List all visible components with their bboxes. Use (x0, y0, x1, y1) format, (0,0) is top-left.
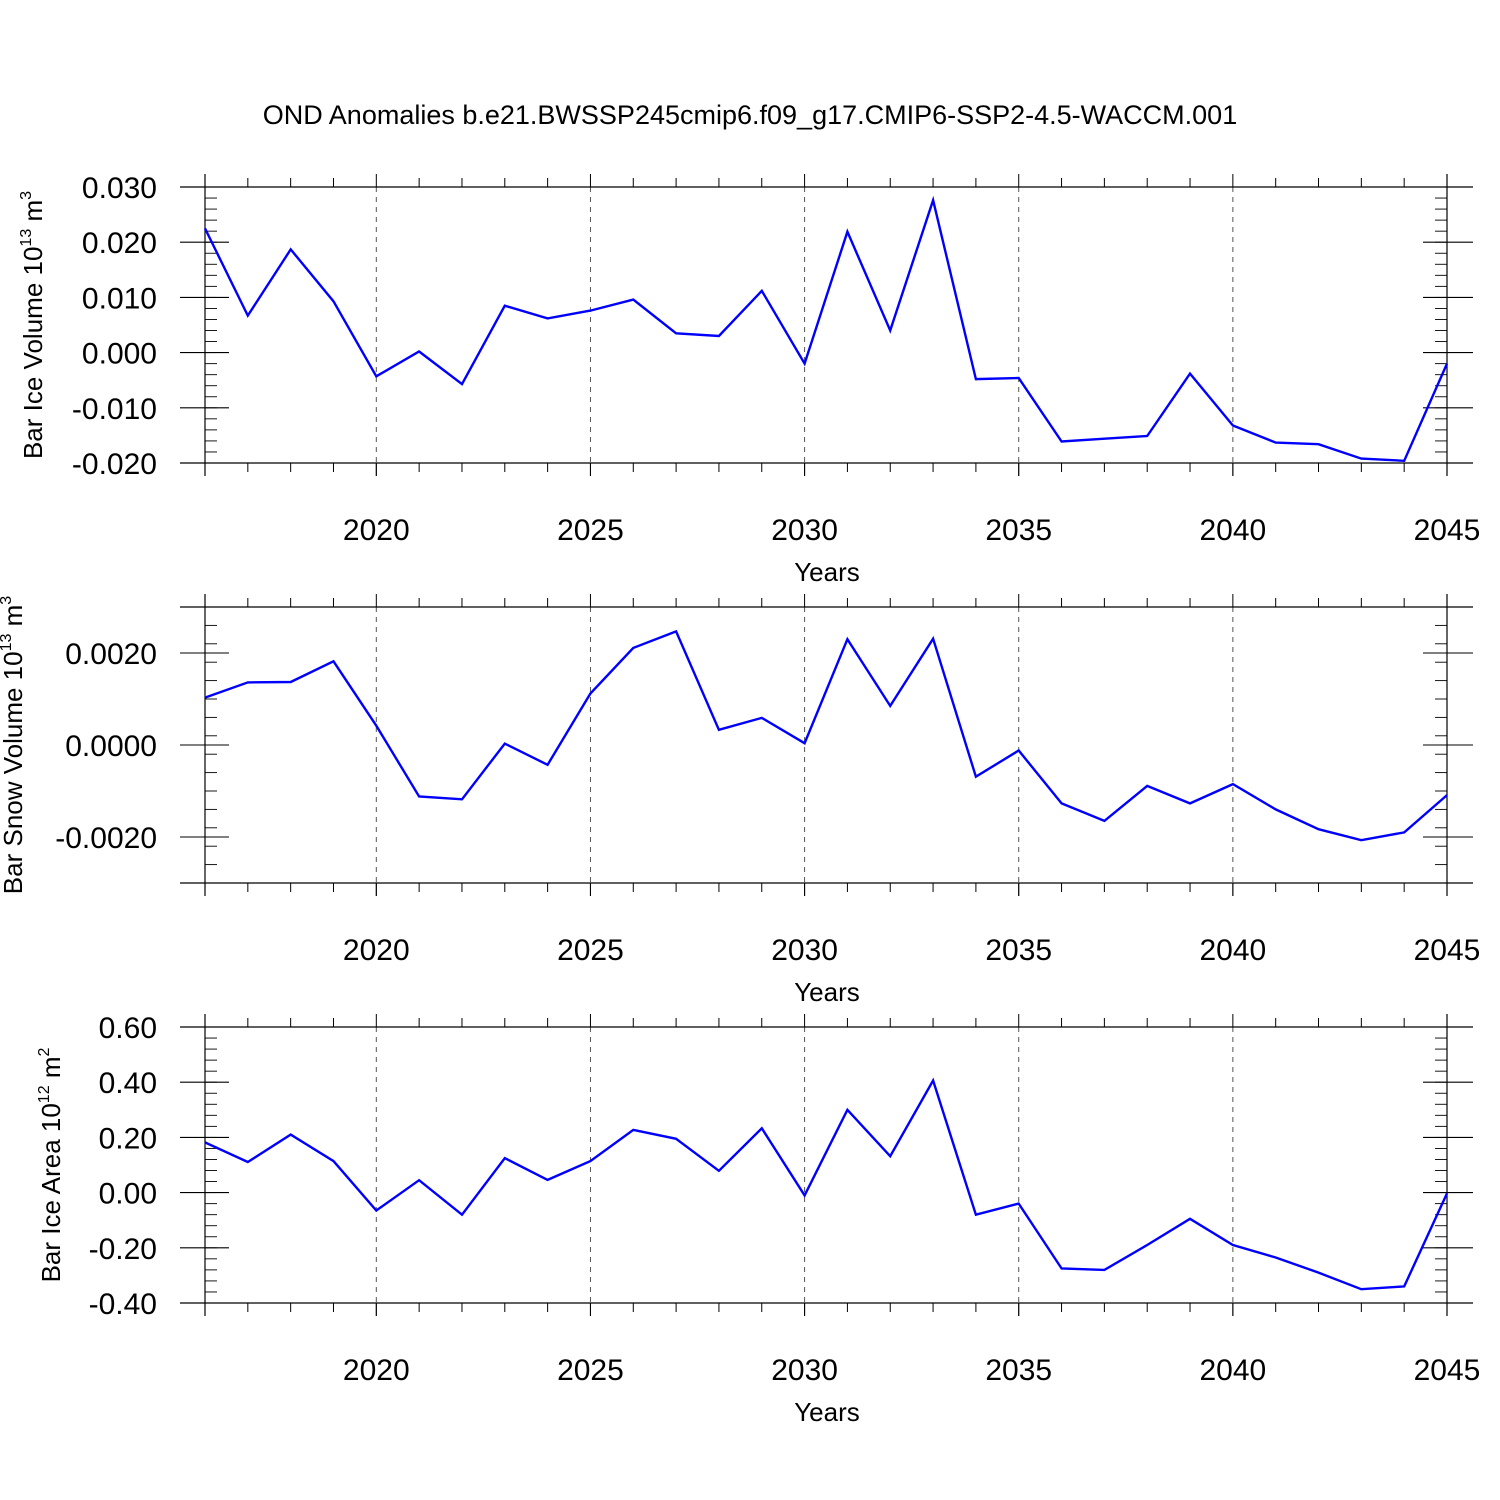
y-tick-label: 0.40 (99, 1067, 157, 1100)
y-tick-label: -0.010 (72, 393, 157, 426)
y-tick-label: 0.010 (82, 282, 157, 315)
snow-volume-panel: 2020 2025 2030 2035 2040 2045 Years -0.0020 0.00… (0, 594, 1480, 1007)
y-tick-label: 0.0020 (65, 638, 157, 671)
x-tick-label: 2035 (985, 1354, 1052, 1387)
y-tick-label: -0.0020 (55, 822, 157, 855)
chart-title: OND Anomalies b.e21.BWSSP245cmip6.f09_g1… (263, 100, 1237, 130)
x-tick-label: 2020 (343, 934, 410, 967)
series-line (203, 195, 1449, 463)
x-tick-label: 2040 (1199, 1354, 1266, 1387)
x-axis-label: Years (794, 557, 860, 587)
series-line (204, 1077, 1449, 1291)
x-axis-label: Years (794, 1397, 860, 1427)
y-axis-label: Bar Snow Volume 1013 m3 (0, 596, 28, 895)
y-tick-label: 0.000 (82, 338, 157, 371)
x-tick-label: 2025 (557, 934, 624, 967)
x-tick-label: 2020 (343, 1354, 410, 1387)
y-tick-label: -0.40 (89, 1288, 157, 1321)
x-tick-label: 2030 (771, 1354, 838, 1387)
y-tick-label: 0.60 (99, 1012, 157, 1045)
x-axis-label: Years (794, 977, 860, 1007)
x-tick-label: 2045 (1414, 514, 1481, 547)
ice-area-panel: 2020 2025 2030 2035 2040 2045 Years -0.40 -0.20 0… (36, 1012, 1480, 1427)
x-tick-label: 2025 (557, 514, 624, 547)
x-tick-label: 2035 (985, 934, 1052, 967)
y-tick-label: -0.20 (89, 1233, 157, 1266)
y-tick-label: -0.020 (72, 448, 157, 481)
x-tick-label: 2045 (1414, 934, 1481, 967)
y-axis-label: Bar Ice Volume 1013 m3 (18, 191, 48, 459)
series-line (204, 629, 1448, 842)
y-tick-label: 0.0000 (65, 730, 157, 763)
y-tick-label: 0.030 (82, 172, 157, 205)
y-tick-label: 0.00 (99, 1178, 157, 1211)
ice-volume-panel: 2020 2025 2030 2035 2040 2045 Years -0.020 -0.01… (18, 172, 1480, 587)
x-tick-label: 2035 (985, 514, 1052, 547)
y-tick-label: 0.020 (82, 227, 157, 260)
x-tick-label: 2040 (1199, 514, 1266, 547)
y-tick-label: 0.20 (99, 1122, 157, 1155)
x-tick-label: 2025 (557, 1354, 624, 1387)
x-tick-label: 2030 (771, 934, 838, 967)
x-tick-label: 2045 (1414, 1354, 1481, 1387)
x-tick-label: 2020 (343, 514, 410, 547)
x-tick-label: 2030 (771, 514, 838, 547)
x-tick-label: 2040 (1199, 934, 1266, 967)
y-axis-label: Bar Ice Area 1012 m2 (36, 1047, 66, 1282)
